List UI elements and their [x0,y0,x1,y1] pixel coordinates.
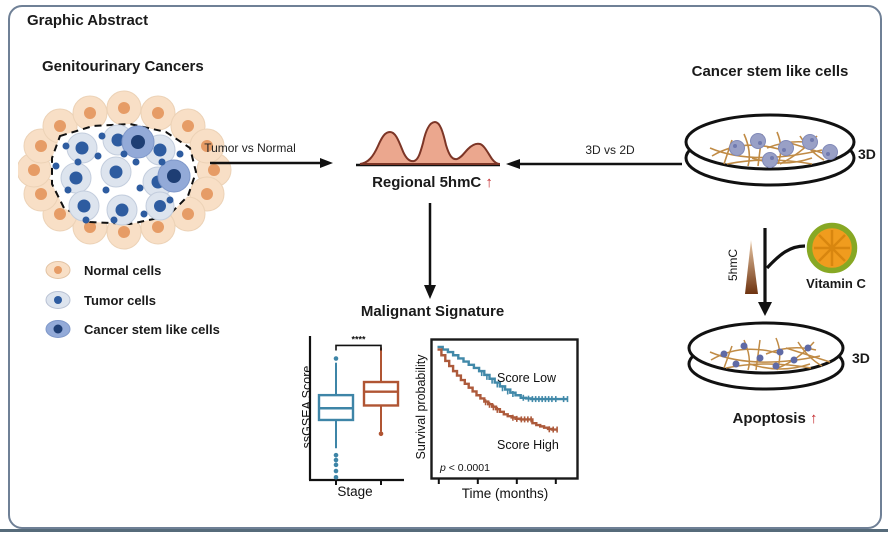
legend-item-normal-cells: Normal cells [44,260,161,280]
3d-culture-dish-top [684,113,856,187]
3d-vs-2d-label: 3D vs 2D [585,143,635,157]
vitamin-c-orange-icon [806,222,858,274]
cancer-stem-cells-group [121,125,191,193]
spheroids [729,133,838,168]
regional-5hmc-label: Regional 5hmC ↑ [372,174,493,191]
tumor-cell-icon [45,291,71,309]
score-low-label: Score Low [497,371,557,385]
apoptosis-label: Apoptosis ↑ [732,410,818,427]
bottom-accent-bar [0,529,888,532]
dish-bottom-3d-label: 3D [852,350,870,366]
up-arrow-icon: ↑ [810,410,818,427]
normal-cell-icon [45,261,71,279]
legend-label: Tumor cells [84,292,157,308]
tumor-tissue-illustration [18,90,232,250]
tumor-vs-normal-label: Tumor vs Normal [204,141,296,155]
treatment-arrow-down-icon [758,228,806,316]
km-y-axis-label: Survival probability [414,354,428,460]
scattered-nuclei-dots [52,132,184,224]
vitamin-c-label: Vitamin C [806,276,866,291]
legend-item-tumor-cells: Tumor cells [44,290,156,310]
figure-frame [8,5,882,529]
p-value-label: p < 0.0001 [440,462,490,474]
boxplot-x-axis-label: Stage [337,484,373,499]
legend-label: Cancer stem like cells [84,321,220,337]
5hmc-peaks-illustration [356,120,501,167]
svg-text:****: **** [351,334,366,344]
survival-curve-plot [430,338,579,484]
ssgsea-boxplot: **** [308,334,404,485]
km-x-axis-label: Time (months) [461,486,549,501]
5hmc-gradient-triangle [745,240,758,294]
stem-cells-heading: Cancer stem like cells [691,63,849,80]
3d-culture-dish-bottom [687,321,845,391]
malignant-signature-heading: Malignant Signature [360,303,505,320]
stem-cell-icon [45,320,71,338]
dish-top-3d-label: 3D [858,146,876,162]
arrow-left-icon [506,159,682,169]
apoptotic-cells [720,342,812,370]
genitourinary-heading: Genitourinary Cancers [42,58,204,75]
score-high-label: Score High [497,438,559,452]
up-arrow-icon: ↑ [485,174,493,191]
legend-item-stem-cells: Cancer stem like cells [44,319,220,339]
page-title: Graphic Abstract [27,12,149,29]
arrow-down-icon [424,203,436,299]
arrow-right-icon [210,158,333,168]
legend-label: Normal cells [84,262,162,278]
